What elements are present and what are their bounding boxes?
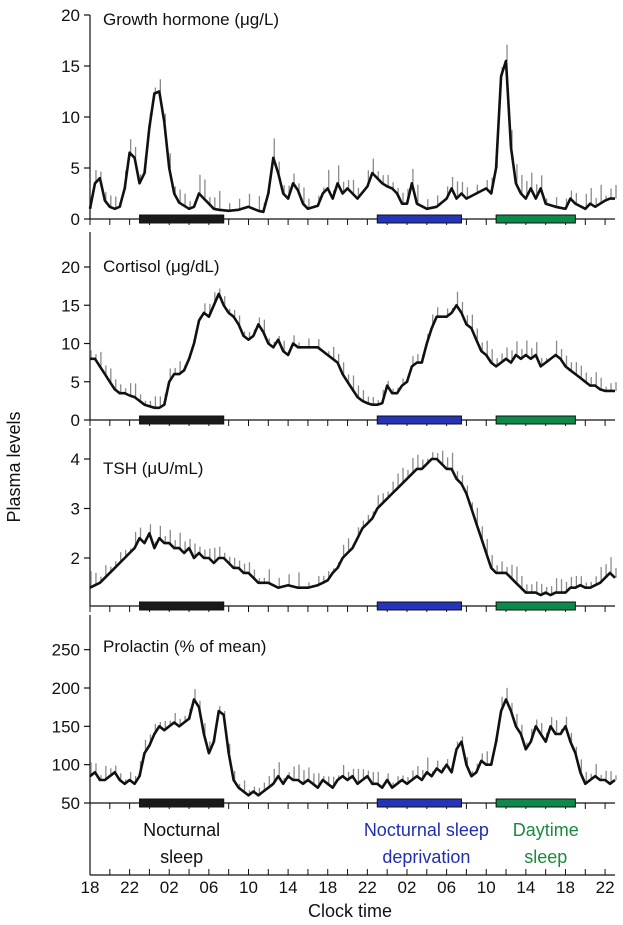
y-tick-label: 0 [71, 411, 80, 430]
condition-bar-nocturnal_sleep_deprivation [376, 415, 462, 425]
y-tick-label: 5 [71, 373, 80, 392]
panel-gh: 0 5 10 15 20 Growth hormone (μg/L) [61, 6, 617, 229]
condition-bar-daytime_sleep [495, 601, 576, 611]
x-tick-label: 18 [81, 878, 100, 897]
x-axis: 18 22 02 06 10 14 18 22 02 06 10 14 18 22 [81, 803, 615, 897]
condition-labels: Nocturnal sleep Nocturnal sleep deprivation… [143, 820, 579, 867]
series-line-gh [88, 59, 615, 214]
y-tick-label: 150 [52, 717, 80, 736]
panel-title: TSH (μU/mL) [103, 459, 203, 478]
panel-cortisol: 0 5 10 15 20 Cortisol (μg/dL) [61, 232, 617, 430]
condition-bar-daytime_sleep [495, 798, 576, 808]
y-tick-label: 100 [52, 756, 80, 775]
series-line-tsh [89, 457, 616, 597]
series-line-cortisol [90, 292, 615, 410]
condition-label-daytime_sleep: Daytime [513, 820, 579, 840]
y-tick-label: 20 [61, 258, 80, 277]
x-tick-label: 22 [358, 878, 377, 897]
y-tick-label: 3 [71, 500, 80, 519]
panel-title: Cortisol (μg/dL) [103, 257, 220, 276]
panel-tsh: 2 3 4 TSH (μU/mL) [71, 428, 617, 612]
condition-bar-nocturnal_sleep_deprivation [376, 798, 462, 808]
x-tick-label: 06 [199, 878, 218, 897]
condition-bar-nocturnal_sleep [139, 415, 225, 425]
series-line-prolactin [89, 698, 616, 797]
y-tick-label: 10 [61, 335, 80, 354]
panels: 0 5 10 15 20 Growth hormone (μg/L) 0 5 10 15 20 Cor… [52, 6, 617, 813]
y-tick-label: 2 [71, 549, 80, 568]
y-tick-label: 15 [61, 296, 80, 315]
condition-label-nocturnal_sleep_deprivation: Nocturnal sleep [364, 820, 489, 840]
x-tick-label: 22 [596, 878, 615, 897]
x-tick-label: 22 [120, 878, 139, 897]
condition-label-nocturnal_sleep: Nocturnal [143, 820, 220, 840]
condition-bar-daytime_sleep [495, 214, 576, 224]
condition-bar-nocturnal_sleep_deprivation [376, 601, 462, 611]
x-tick-label: 18 [318, 878, 337, 897]
y-tick-label: 20 [61, 6, 80, 25]
y-tick-label: 5 [71, 159, 80, 178]
y-tick-label: 0 [71, 210, 80, 229]
figure-y-axis-label: Plasma levels [4, 411, 24, 522]
condition-bar-nocturnal_sleep [139, 214, 225, 224]
panel-prolactin: 50 100 150 200 250 Prolactin (% of mean) [52, 615, 617, 813]
y-tick-label: 200 [52, 679, 80, 698]
y-tick-label: 250 [52, 641, 80, 660]
panel-title: Prolactin (% of mean) [103, 637, 266, 656]
x-tick-label: 14 [516, 878, 535, 897]
x-tick-label: 02 [398, 878, 417, 897]
y-tick-label: 10 [61, 108, 80, 127]
condition-bar-daytime_sleep [495, 415, 576, 425]
condition-label-nocturnal_sleep_deprivation: deprivation [382, 847, 470, 867]
condition-bar-nocturnal_sleep [139, 798, 225, 808]
y-tick-label: 15 [61, 57, 80, 76]
figure-x-axis-label: Clock time [308, 901, 392, 921]
x-tick-label: 06 [437, 878, 456, 897]
x-tick-label: 14 [279, 878, 298, 897]
y-tick-label: 4 [71, 450, 80, 469]
condition-bar-nocturnal_sleep_deprivation [376, 214, 462, 224]
x-tick-label: 10 [477, 878, 496, 897]
panel-title: Growth hormone (μg/L) [103, 10, 279, 29]
x-tick-label: 18 [556, 878, 575, 897]
condition-bar-nocturnal_sleep [139, 601, 225, 611]
x-tick-label: 02 [160, 878, 179, 897]
condition-label-daytime_sleep: sleep [524, 847, 567, 867]
condition-label-nocturnal_sleep: sleep [160, 847, 203, 867]
x-tick-label: 10 [239, 878, 258, 897]
y-tick-label: 50 [61, 794, 80, 813]
